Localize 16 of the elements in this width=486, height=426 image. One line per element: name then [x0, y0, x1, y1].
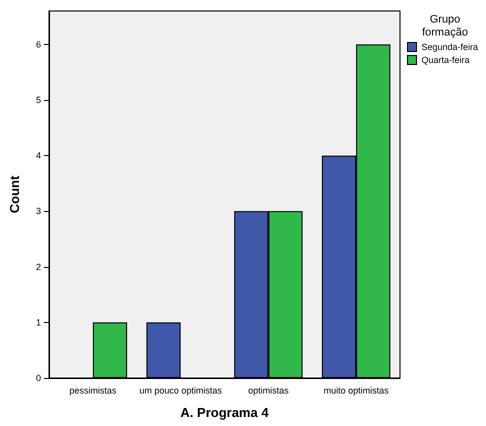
y-tick-label: 6	[36, 39, 41, 50]
y-tick-label: 2	[36, 262, 41, 272]
y-tick-label: 4	[36, 150, 41, 161]
y-axis-title: Count	[7, 175, 22, 214]
x-tick-label: pessimistas	[69, 386, 117, 396]
legend-label: Segunda-feira	[422, 42, 478, 52]
x-tick-label: um pouco optimistas	[139, 386, 222, 396]
y-tick-label: 1	[36, 317, 41, 328]
x-tick-label: muito optimistas	[324, 386, 390, 396]
x-tick-label: optimistas	[248, 386, 290, 396]
legend-title: Grupo formação	[422, 14, 468, 38]
y-tick-label: 5	[36, 94, 41, 105]
y-tick-label: 3	[36, 206, 41, 216]
y-tick-label: 0	[36, 373, 41, 383]
x-axis-title: A. Programa 4	[180, 405, 270, 420]
legend-label: Quarta-feira	[422, 55, 470, 65]
